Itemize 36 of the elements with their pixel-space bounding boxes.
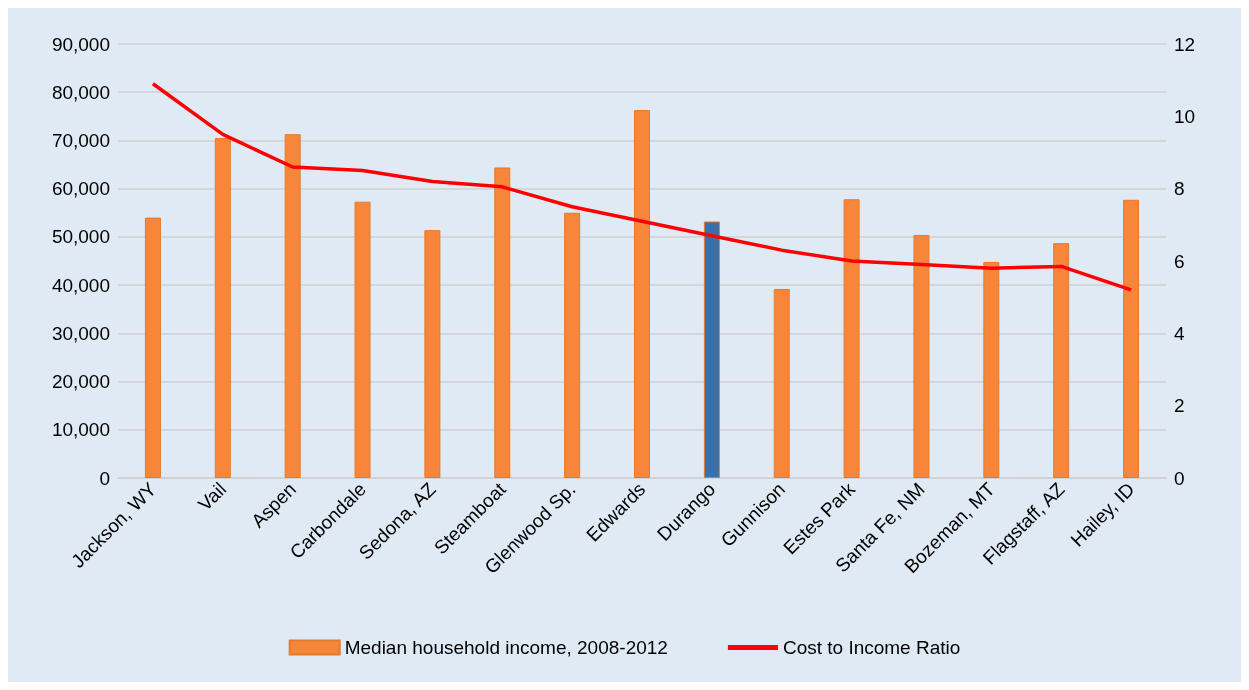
y2-tick-label: 4 (1174, 322, 1185, 344)
y-tick-label: 0 (99, 467, 110, 489)
y-tick-label: 70,000 (51, 129, 110, 151)
legend-label: Median household income, 2008-2012 (344, 637, 668, 658)
bar (773, 288, 790, 478)
bar (634, 110, 650, 478)
y2-tick-label: 6 (1174, 250, 1185, 272)
bar (354, 201, 371, 478)
y2-tick-label: 12 (1174, 33, 1196, 55)
bar (424, 230, 441, 478)
y-tick-label: 30,000 (51, 322, 110, 344)
y-tick-label: 10,000 (51, 419, 110, 441)
bar (284, 134, 301, 478)
bar (564, 212, 581, 478)
y2-tick-label: 2 (1174, 395, 1185, 417)
bar (913, 234, 930, 478)
bar (214, 138, 231, 478)
bar (983, 261, 1000, 478)
bar (144, 217, 161, 478)
y-tick-label: 60,000 (51, 178, 110, 200)
x-tick-label: Vail (193, 478, 231, 515)
legend-label: Cost to Income Ratio (782, 637, 961, 658)
bar (843, 199, 860, 478)
y-tick-label: 20,000 (51, 371, 110, 393)
y-tick-label: 90,000 (51, 33, 110, 55)
y2-tick-label: 0 (1174, 467, 1185, 489)
line-series (151, 82, 1133, 292)
y-tick-label: 80,000 (51, 81, 110, 103)
y-tick-label: 50,000 (51, 226, 110, 248)
y2-tick-label: 8 (1174, 178, 1185, 200)
y-tick-label: 40,000 (51, 274, 110, 296)
y2-tick-label: 10 (1174, 105, 1196, 127)
bar (1053, 243, 1070, 478)
bar (494, 167, 511, 478)
bar (1123, 199, 1140, 478)
bar (703, 221, 720, 478)
